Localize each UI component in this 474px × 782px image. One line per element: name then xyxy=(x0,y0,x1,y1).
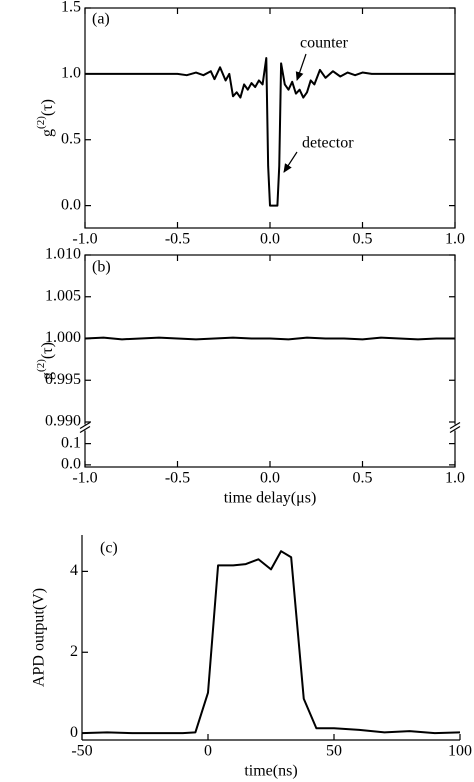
axis-break xyxy=(449,425,461,434)
y-tick-label: 0.1 xyxy=(61,434,81,451)
arrow xyxy=(283,151,298,173)
y-label-sup: (2) xyxy=(35,116,47,129)
x-tick-label: 50 xyxy=(326,743,342,760)
y-tick-label: 0.0 xyxy=(61,456,81,473)
panel-label: (a) xyxy=(92,11,110,28)
data-line xyxy=(84,336,455,341)
axis-break xyxy=(79,421,91,430)
annotation: detector xyxy=(302,135,354,152)
y-axis-label: APD output(V) xyxy=(31,588,48,687)
y-tick-label: 0 xyxy=(70,724,78,741)
x-axis-label: time(ns) xyxy=(244,763,297,780)
y-tick-label: 4 xyxy=(70,562,78,579)
arrow xyxy=(295,53,307,81)
axis-break-gap xyxy=(80,424,90,431)
x-axis-label: time delay(μs) xyxy=(224,490,317,507)
y-tick-label: 1.000 xyxy=(45,329,81,346)
axes-frame xyxy=(84,254,456,468)
x-tick-label: 1.0 xyxy=(445,231,465,248)
y-tick-label: 0.5 xyxy=(61,130,81,147)
data-line xyxy=(81,550,461,735)
y-tick-label: 1.5 xyxy=(61,0,81,16)
x-tick-label: -50 xyxy=(71,743,92,760)
y-label-rest: (τ) xyxy=(39,99,56,116)
annotation: counter xyxy=(300,35,349,52)
y-label-sup: (2) xyxy=(35,359,47,372)
x-tick-label: 1.0 xyxy=(445,470,465,487)
x-tick-label: 100 xyxy=(448,743,472,760)
x-tick-label: 0.5 xyxy=(353,470,373,487)
x-tick-label: 0.0 xyxy=(260,231,280,248)
y-tick-label: 2 xyxy=(70,643,78,660)
y-tick-label: 1.005 xyxy=(45,287,81,304)
x-tick-label: 0.5 xyxy=(353,231,373,248)
x-tick-label: 0 xyxy=(204,743,212,760)
x-tick-label: 0.0 xyxy=(260,470,280,487)
y-axis-label: g(2)(τ) xyxy=(35,342,56,380)
y-label-base: g xyxy=(39,372,56,380)
x-tick-label: -0.5 xyxy=(165,470,190,487)
y-tick-label: 0.990 xyxy=(45,413,81,430)
panel-label: (b) xyxy=(92,259,111,276)
axis-break xyxy=(79,425,91,434)
x-tick-label: -0.5 xyxy=(165,231,190,248)
y-tick-label: 1.0 xyxy=(61,65,81,82)
x-tick-label: -1.0 xyxy=(72,470,97,487)
x-tick-label: -1.0 xyxy=(72,231,97,248)
axis-break xyxy=(449,421,461,430)
y-tick-label: 0.0 xyxy=(61,196,81,213)
y-tick-label: 0.995 xyxy=(45,371,81,388)
axis-break-gap xyxy=(450,424,460,431)
data-line xyxy=(85,57,455,207)
y-label-rest: (τ) xyxy=(39,342,56,359)
panel-label: (c) xyxy=(100,540,118,557)
y-label-base: g xyxy=(39,129,56,137)
y-axis-label: g(2)(τ) xyxy=(35,99,56,137)
y-tick-label: 1.010 xyxy=(45,246,81,263)
